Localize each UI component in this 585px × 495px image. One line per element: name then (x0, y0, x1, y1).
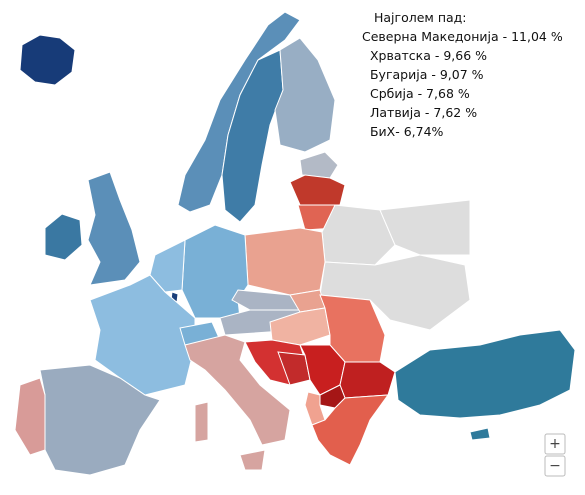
annotation-line: Северна Македонија - 11,04 % (362, 29, 563, 44)
annotation-line: БиХ- 6,74% (366, 124, 444, 139)
portugal (14, 377, 46, 456)
germany (181, 224, 249, 319)
countries (14, 11, 576, 476)
benelux (149, 239, 186, 293)
annotation-line: Србија - 7,68 % (366, 86, 470, 101)
sweden (221, 49, 284, 223)
zoom-out-button[interactable]: − (544, 455, 566, 477)
france (89, 274, 196, 396)
sicily (239, 449, 266, 471)
zoom-in-label[interactable]: + (549, 436, 561, 452)
ireland (44, 213, 83, 261)
annotation-line: Хрватска - 9,66 % (366, 48, 487, 63)
greece (311, 394, 390, 466)
turkey (394, 329, 576, 419)
uk (87, 171, 141, 286)
annotation-line: Латвија - 7,62 % (366, 105, 477, 120)
latvia (289, 174, 346, 206)
annotation: Најголем пад: Северна Македонија - 11,04… (362, 10, 563, 139)
cyprus (469, 427, 491, 441)
sardinia (194, 401, 209, 443)
italy (184, 334, 291, 446)
zoom-in-box[interactable] (544, 433, 566, 455)
zoom-out-box[interactable] (544, 455, 566, 477)
estonia (299, 151, 339, 179)
norway (177, 11, 301, 213)
poland (244, 227, 326, 296)
finland (274, 37, 336, 153)
russia (379, 199, 471, 256)
annotation-line: Бугарија - 9,07 % (366, 67, 484, 82)
zoom-in-button[interactable]: + (544, 433, 566, 455)
zoom-out-label[interactable]: − (549, 458, 561, 474)
bulgaria (339, 361, 396, 399)
annotation-title: Најголем пад: (374, 10, 467, 25)
iceland (19, 34, 76, 86)
